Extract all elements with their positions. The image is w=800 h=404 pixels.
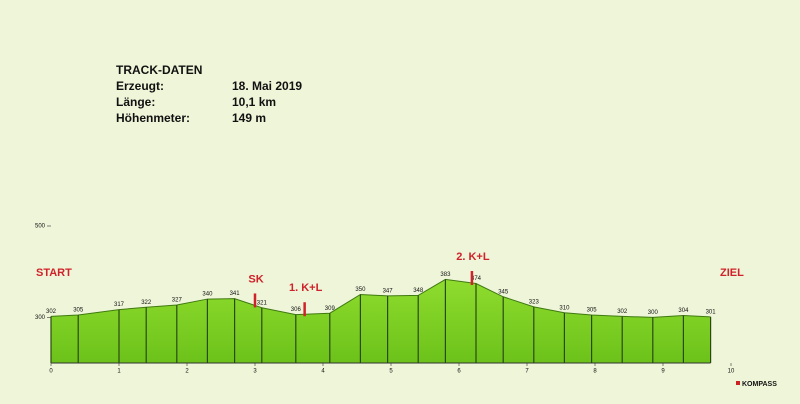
info-label: Höhenmeter:	[116, 111, 190, 125]
value-label: 374	[471, 276, 482, 282]
value-label: 323	[529, 299, 540, 305]
value-label: 383	[440, 272, 451, 278]
x-tick-label: 6	[457, 369, 461, 375]
info-table: Erzeugt: 18. Mai 2019 Länge: 10,1 km Höhenme…	[116, 79, 302, 125]
value-label: 348	[413, 288, 424, 294]
x-tick-label: 7	[525, 369, 529, 375]
value-label: 302	[617, 309, 628, 315]
info-value: 10,1 km	[232, 95, 276, 109]
x-tick-label: 10	[728, 369, 735, 375]
logo: KOMPASS	[742, 381, 777, 388]
x-tick-label: 4	[321, 369, 325, 375]
value-label: 305	[587, 308, 598, 314]
x-tick-label: 9	[661, 369, 665, 375]
value-label: 321	[257, 300, 268, 306]
y-tick-label: 500	[35, 224, 46, 230]
marker-label: SK	[248, 273, 263, 285]
marker-label: 2. K+L	[456, 251, 490, 263]
area-fill	[51, 279, 711, 363]
info-title: TRACK-DATEN	[116, 63, 202, 77]
x-tick-label: 8	[593, 369, 597, 375]
y-tick-label: 300	[35, 315, 46, 321]
value-label: 302	[46, 309, 57, 315]
value-label: 340	[202, 292, 213, 298]
value-label: 304	[678, 308, 689, 314]
value-label: 322	[141, 300, 152, 306]
value-label: 306	[291, 307, 302, 313]
value-label: 305	[73, 308, 84, 314]
start-label: START	[36, 267, 72, 279]
info-value: 149 m	[232, 111, 266, 125]
info-label: Erzeugt:	[116, 79, 164, 93]
value-label: 300	[648, 310, 659, 316]
marker-label: 1. K+L	[289, 282, 323, 294]
value-label: 301	[706, 309, 717, 315]
logo-icon	[736, 381, 740, 385]
info-label: Länge:	[116, 95, 155, 109]
value-label: 350	[355, 287, 366, 293]
end-label: ZIEL	[720, 267, 744, 279]
value-label: 309	[325, 306, 336, 312]
info-value: 18. Mai 2019	[232, 79, 302, 93]
x-tick-label: 1	[117, 369, 121, 375]
value-label: 317	[114, 302, 125, 308]
x-tick-label: 3	[253, 369, 257, 375]
x-tick-label: 5	[389, 369, 393, 375]
value-label: 347	[383, 288, 394, 294]
x-tick-label: 2	[185, 369, 189, 375]
value-label: 327	[172, 298, 183, 304]
value-label: 310	[559, 305, 570, 311]
x-tick-label: 0	[49, 369, 53, 375]
value-label: 341	[230, 291, 241, 297]
value-label: 345	[498, 289, 509, 295]
